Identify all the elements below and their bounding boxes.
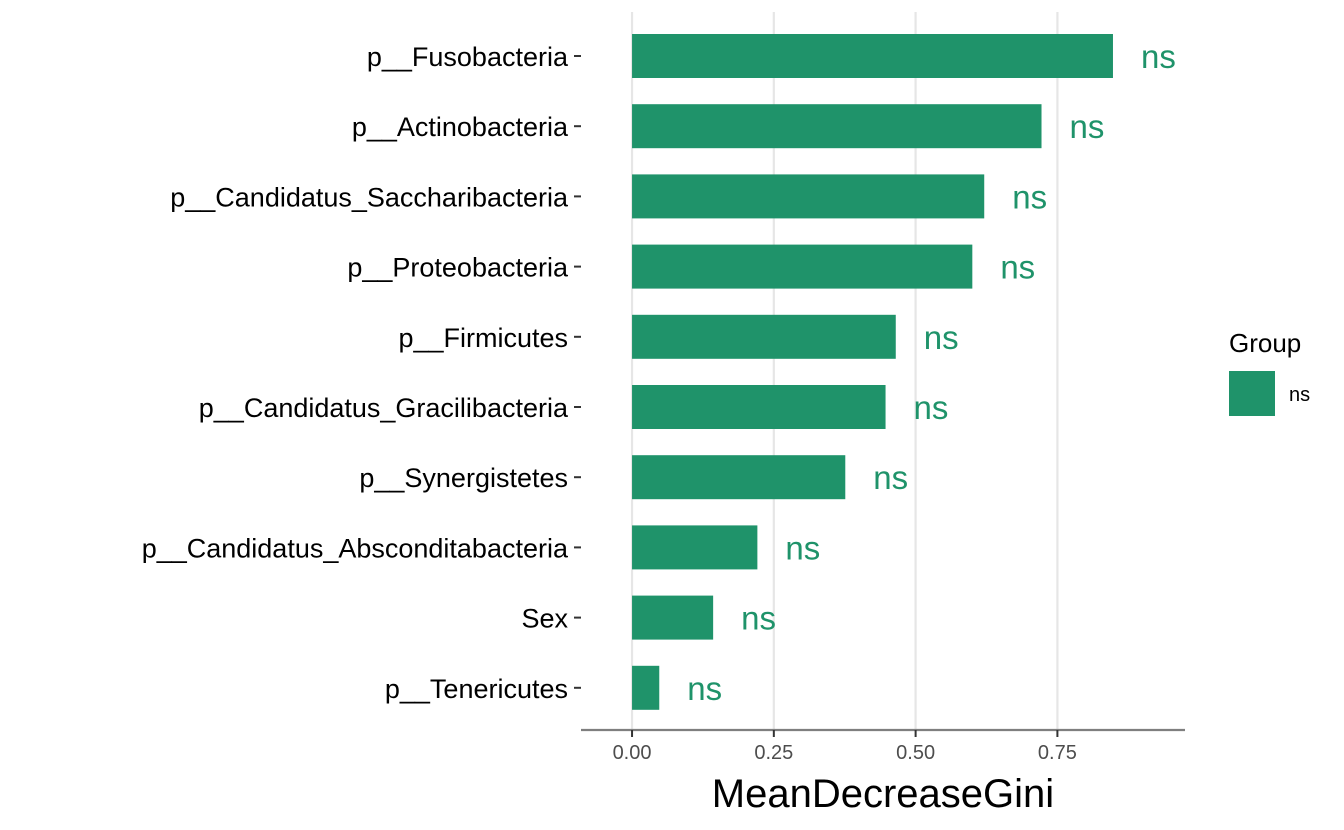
bar-4 [632,244,973,289]
y-tick-label-7: p__Synergistetes [359,463,568,493]
data-label-3: ns [1012,178,1047,215]
bar-9 [632,595,714,640]
x-tick-label-3: 0.75 [1038,742,1077,764]
data-label-9: ns [741,600,776,637]
x-axis-title: MeanDecreaseGini [712,772,1054,816]
x-tick-label-2: 0.50 [896,742,935,764]
y-tick-label-3: p__Candidatus_Saccharibacteria [170,182,569,212]
data-label-6: ns [914,389,949,426]
y-axis: p__Fusobacteria p__Actinobacteria p__Candi… [142,42,581,704]
bar-7 [632,455,846,500]
legend-label-ns: ns [1289,384,1310,406]
bars [632,34,1113,710]
bar-5 [632,314,896,359]
y-tick-label-8: p__Candidatus_Absconditabacteria [142,533,569,563]
data-label-5: ns [924,319,959,356]
data-label-10: ns [687,670,722,707]
y-tick-label-10: p__Tenericutes [385,674,568,704]
bar-6 [632,385,886,429]
y-tick-label-1: p__Fusobacteria [367,42,569,72]
y-tick-label-6: p__Candidatus_Gracilibacteria [199,393,569,423]
legend-key-ns [1229,371,1275,416]
x-tick-label-0: 0.00 [613,742,652,764]
bar-3 [632,174,985,219]
data-label-4: ns [1000,249,1035,286]
y-tick-label-9: Sex [521,604,568,634]
data-label-7: ns [873,459,908,496]
bar-8 [632,525,758,570]
bar-2 [632,104,1042,149]
bar-1 [632,34,1113,78]
x-axis: 0.00 0.25 0.50 0.75 [581,728,1185,764]
data-label-8: ns [785,529,820,566]
y-tick-label-2: p__Actinobacteria [352,112,569,142]
y-tick-label-5: p__Firmicutes [398,323,568,353]
y-tick-label-4: p__Proteobacteria [347,253,569,283]
data-label-2: ns [1070,108,1105,145]
bar-10 [632,665,660,710]
x-tick-label-1: 0.25 [754,742,793,764]
data-label-1: ns [1141,38,1176,75]
legend-title: Group [1229,328,1301,358]
legend: Group ns [1229,328,1310,416]
